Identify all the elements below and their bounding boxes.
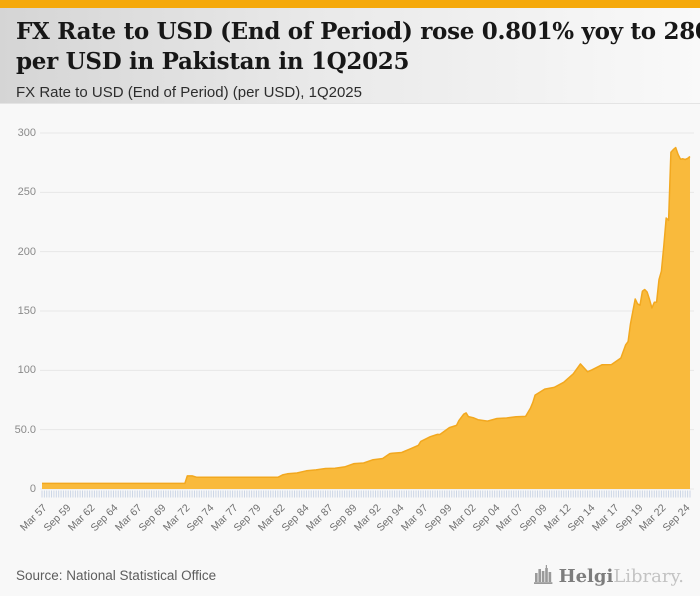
- page-title-line-2: per USD in Pakistan in 1Q2025: [16, 48, 410, 75]
- y-axis-label: 0: [29, 483, 36, 495]
- y-axis-label: 100: [17, 364, 36, 377]
- fx-rate-line: [42, 146, 691, 485]
- header: FX Rate to USD (End of Period) rose 0.80…: [0, 8, 700, 104]
- logo-word-library: Library.: [613, 566, 684, 587]
- y-axis-label: 250: [17, 186, 36, 199]
- accent-top-bar: [0, 0, 700, 8]
- y-axis-label: 50.0: [14, 423, 36, 436]
- chart-subtitle: FX Rate to USD (End of Period) (per USD)…: [16, 84, 362, 101]
- fx-rate-area-series: [42, 147, 690, 489]
- helgi-building-icon: [533, 565, 552, 584]
- chart-canvas: [40, 132, 694, 498]
- logo-wordmark: HelgiLibrary.: [559, 568, 684, 586]
- footer: Source: National Statistical Office Helg…: [0, 554, 700, 596]
- source-attribution: Source: National Statistical Office: [16, 567, 217, 583]
- fx-rate-area-chart: 0 50.0 100 150 200 250 300 Mar 57 Sep 59 Mar 62 S…: [0, 112, 700, 556]
- page-title-line-1: FX Rate to USD (End of Period) rose 0.80…: [16, 18, 700, 45]
- helgi-library-logo[interactable]: HelgiLibrary.: [533, 564, 684, 586]
- y-axis-label: 300: [17, 127, 36, 139]
- y-axis-label: 150: [17, 305, 36, 317]
- logo-word-helgi: Helgi: [558, 566, 614, 587]
- y-axis-label: 200: [17, 245, 36, 258]
